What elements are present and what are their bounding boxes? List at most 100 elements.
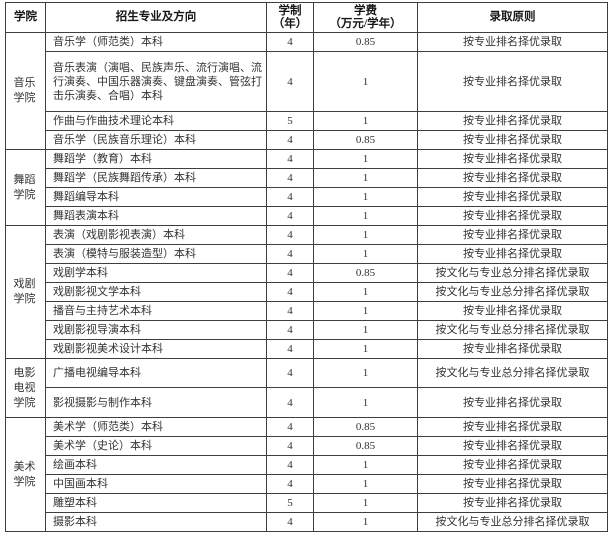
tuition-cell: 0.85 bbox=[313, 263, 418, 283]
tuition-cell: 1 bbox=[313, 493, 418, 513]
major-cell: 美术学（史论）本科 bbox=[45, 436, 267, 456]
column-header-label: 录取原则 bbox=[489, 11, 536, 23]
major-cell: 播音与主持艺术本科 bbox=[45, 301, 267, 321]
rule-cell: 按专业排名择优录取 bbox=[417, 168, 608, 188]
rule-cell: 按文化与专业总分排名择优录取 bbox=[417, 282, 608, 302]
rule-cell: 按文化与专业总分排名择优录取 bbox=[417, 358, 608, 388]
rule-cell: 按专业排名择优录取 bbox=[417, 387, 608, 418]
college-cell: 戏剧学院 bbox=[5, 225, 46, 359]
years-cell: 4 bbox=[266, 168, 314, 188]
table-row: 舞蹈学院 舞蹈学（教育）本科 4 1 按专业排名择优录取 bbox=[5, 149, 608, 226]
table-row: 电影电视学院 广播电视编导本科 4 1 按文化与专业总分排名择优录取 bbox=[5, 358, 608, 418]
years-cell: 4 bbox=[266, 417, 314, 437]
major-cell: 舞蹈学（教育）本科 bbox=[45, 149, 267, 169]
table-row: 雕塑本科 5 1 按专业排名择优录取 bbox=[6, 493, 608, 513]
major-cell: 广播电视编导本科 bbox=[45, 358, 267, 388]
college-name: 美术学院 bbox=[13, 460, 36, 488]
table-row: 音乐表演（演唱、民族声乐、流行演唱、流行演奏、中国乐器演奏、键盘演奏、管弦打击乐… bbox=[6, 51, 608, 112]
major-cell: 音乐表演（演唱、民族声乐、流行演唱、流行演奏、中国乐器演奏、键盘演奏、管弦打击乐… bbox=[45, 51, 267, 112]
table-row: 美术学（史论）本科 4 0.85 按专业排名择优录取 bbox=[6, 436, 608, 456]
years-cell: 4 bbox=[266, 436, 314, 456]
major-cell: 音乐学（师范类）本科 bbox=[45, 32, 267, 52]
years-cell: 4 bbox=[266, 149, 314, 169]
table-row: 绘画本科 4 1 按专业排名择优录取 bbox=[6, 455, 608, 475]
years-cell: 4 bbox=[266, 32, 314, 52]
rule-cell: 按专业排名择优录取 bbox=[417, 417, 608, 437]
years-cell: 4 bbox=[266, 455, 314, 475]
major-cell: 摄影本科 bbox=[45, 512, 267, 532]
tuition-cell: 0.85 bbox=[313, 130, 418, 150]
years-cell: 4 bbox=[266, 387, 314, 418]
tuition-cell: 1 bbox=[313, 339, 418, 359]
tuition-cell: 1 bbox=[313, 512, 418, 532]
major-cell: 戏剧影视美术设计本科 bbox=[45, 339, 267, 359]
rule-cell: 按专业排名择优录取 bbox=[417, 51, 608, 112]
rule-cell: 按专业排名择优录取 bbox=[417, 339, 608, 359]
years-cell: 4 bbox=[266, 282, 314, 302]
column-header-years: 学制 （年） bbox=[266, 2, 314, 33]
tuition-cell: 1 bbox=[313, 51, 418, 112]
major-cell: 雕塑本科 bbox=[45, 493, 267, 513]
tuition-cell: 1 bbox=[313, 358, 418, 388]
tuition-cell: 1 bbox=[313, 474, 418, 494]
major-cell: 音乐学（民族音乐理论）本科 bbox=[45, 130, 267, 150]
years-cell: 4 bbox=[266, 187, 314, 207]
tuition-cell: 1 bbox=[313, 455, 418, 475]
tuition-cell: 0.85 bbox=[313, 417, 418, 437]
column-header-label: 学费 bbox=[354, 4, 377, 17]
table-row: 戏剧学院 表演（戏剧影视表演）本科 4 1 按专业排名择优录取 bbox=[5, 225, 608, 359]
column-header-label: 招生专业及方向 bbox=[115, 11, 197, 23]
years-cell: 5 bbox=[266, 493, 314, 513]
tuition-cell: 0.85 bbox=[313, 32, 418, 52]
years-cell: 4 bbox=[266, 51, 314, 112]
years-cell: 4 bbox=[266, 301, 314, 321]
rule-cell: 按专业排名择优录取 bbox=[417, 493, 608, 513]
years-cell: 4 bbox=[266, 474, 314, 494]
rule-cell: 按文化与专业总分排名择优录取 bbox=[417, 320, 608, 340]
column-header-rule: 录取原则 bbox=[417, 2, 608, 33]
years-cell: 4 bbox=[266, 339, 314, 359]
rule-cell: 按专业排名择优录取 bbox=[417, 225, 608, 245]
column-header-major: 招生专业及方向 bbox=[45, 2, 267, 33]
table-row: 戏剧学本科 4 0.85 按文化与专业总分排名择优录取 bbox=[6, 263, 608, 283]
years-cell: 4 bbox=[266, 320, 314, 340]
major-cell: 舞蹈编导本科 bbox=[45, 187, 267, 207]
table-row: 舞蹈表演本科 4 1 按专业排名择优录取 bbox=[6, 206, 608, 226]
tuition-cell: 1 bbox=[313, 301, 418, 321]
years-cell: 4 bbox=[266, 263, 314, 283]
tuition-cell: 1 bbox=[313, 168, 418, 188]
major-cell: 戏剧影视文学本科 bbox=[45, 282, 267, 302]
major-cell: 作曲与作曲技术理论本科 bbox=[45, 111, 267, 131]
rule-cell: 按文化与专业总分排名择优录取 bbox=[417, 263, 608, 283]
years-cell: 5 bbox=[266, 111, 314, 131]
column-header-label: 学院 bbox=[14, 11, 37, 23]
years-cell: 4 bbox=[266, 512, 314, 532]
column-header-college: 学院 bbox=[5, 2, 46, 33]
rule-cell: 按专业排名择优录取 bbox=[417, 436, 608, 456]
rule-cell: 按文化与专业总分排名择优录取 bbox=[417, 512, 608, 532]
college-name: 音乐学院 bbox=[13, 77, 36, 104]
table-row: 摄影本科 4 1 按文化与专业总分排名择优录取 bbox=[6, 512, 608, 532]
years-cell: 4 bbox=[266, 225, 314, 245]
rule-cell: 按专业排名择优录取 bbox=[417, 111, 608, 131]
tuition-cell: 1 bbox=[313, 282, 418, 302]
column-header-tuition: 学费 （万元/学年） bbox=[313, 2, 418, 33]
tuition-cell: 1 bbox=[313, 187, 418, 207]
major-cell: 表演（模特与服装造型）本科 bbox=[45, 244, 267, 264]
major-cell: 绘画本科 bbox=[45, 455, 267, 475]
rule-cell: 按专业排名择优录取 bbox=[417, 130, 608, 150]
college-name: 舞蹈学院 bbox=[13, 173, 36, 201]
major-cell: 戏剧影视导演本科 bbox=[45, 320, 267, 340]
years-cell: 4 bbox=[266, 244, 314, 264]
rule-cell: 按专业排名择优录取 bbox=[417, 455, 608, 475]
column-header-sublabel: （万元/学年） bbox=[329, 17, 402, 30]
table-row: 表演（模特与服装造型）本科 4 1 按专业排名择优录取 bbox=[6, 244, 608, 264]
tuition-cell: 1 bbox=[313, 320, 418, 340]
rule-cell: 按专业排名择优录取 bbox=[417, 301, 608, 321]
major-cell: 戏剧学本科 bbox=[45, 263, 267, 283]
tuition-cell: 1 bbox=[313, 206, 418, 226]
major-cell: 舞蹈学（民族舞蹈传承）本科 bbox=[45, 168, 267, 188]
tuition-cell: 1 bbox=[313, 244, 418, 264]
table-row: 作曲与作曲技术理论本科 5 1 按专业排名择优录取 bbox=[6, 111, 608, 131]
